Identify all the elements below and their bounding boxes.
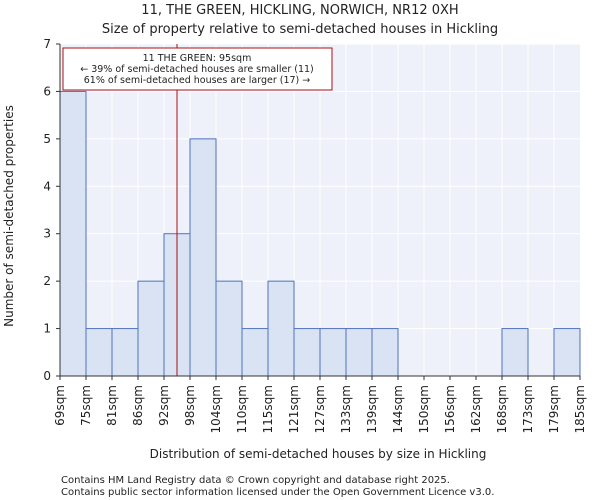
bar — [215, 280, 243, 377]
x-axis-label: Distribution of semi-detached houses by … — [150, 447, 487, 461]
x-tick-label: 75sqm — [79, 385, 93, 426]
bar — [345, 328, 373, 377]
y-ticks: 0 1 2 3 4 5 6 7 — [43, 37, 60, 383]
x-tick-label: 139sqm — [365, 385, 379, 433]
x-tick-label: 104sqm — [209, 385, 223, 433]
x-tick-label: 144sqm — [391, 385, 405, 433]
bar — [371, 328, 399, 377]
x-tick-label: 156sqm — [443, 385, 457, 433]
y-tick-label: 4 — [43, 179, 51, 193]
y-tick-label: 5 — [43, 132, 51, 146]
footer-line-1: Contains HM Land Registry data © Crown c… — [61, 475, 450, 486]
bar — [553, 328, 581, 377]
x-tick-label: 150sqm — [417, 385, 431, 433]
x-ticks: 69sqm 75sqm 81sqm 86sqm 92sqm 98sqm 104sqm 110s… — [53, 376, 587, 433]
x-tick-label: 110sqm — [235, 385, 249, 433]
x-tick-label: 127sqm — [313, 385, 327, 433]
x-tick-label: 179sqm — [547, 385, 561, 433]
x-tick-label: 173sqm — [521, 385, 535, 433]
bar — [85, 328, 113, 377]
bar — [241, 328, 269, 377]
y-tick-label: 3 — [43, 227, 51, 241]
x-tick-label: 81sqm — [105, 385, 119, 426]
x-tick-label: 168sqm — [495, 385, 509, 433]
bars — [59, 90, 581, 377]
x-tick-label: 86sqm — [131, 385, 145, 426]
bar — [189, 138, 217, 377]
y-axis-label: Number of semi-detached properties — [2, 105, 16, 327]
y-tick-label: 2 — [43, 274, 51, 288]
annotation-line-2: ← 39% of semi-detached houses are smalle… — [80, 64, 314, 75]
y-tick-label: 7 — [43, 37, 51, 51]
x-tick-label: 115sqm — [261, 385, 275, 433]
annotation-line-1: 11 THE GREEN: 95sqm — [143, 53, 252, 64]
bar — [319, 328, 347, 377]
chart-subtitle: Size of property relative to semi-detach… — [102, 22, 498, 37]
bar — [293, 328, 321, 377]
x-tick-label: 162sqm — [469, 385, 483, 433]
footer-line-2: Contains public sector information licen… — [61, 487, 494, 498]
annotation-line-3: 61% of semi-detached houses are larger (… — [84, 75, 311, 86]
y-tick-label: 0 — [43, 369, 51, 383]
x-tick-label: 185sqm — [573, 385, 587, 433]
x-tick-label: 133sqm — [339, 385, 353, 433]
x-tick-label: 98sqm — [183, 385, 197, 426]
bar — [111, 328, 139, 377]
x-tick-label: 92sqm — [157, 385, 171, 426]
x-tick-label: 121sqm — [287, 385, 301, 433]
y-tick-label: 1 — [43, 322, 51, 336]
bar — [137, 280, 165, 377]
bar — [59, 90, 87, 377]
bar — [501, 328, 529, 377]
chart-title: 11, THE GREEN, HICKLING, NORWICH, NR12 0… — [141, 3, 458, 18]
bar — [267, 280, 295, 377]
y-tick-label: 6 — [43, 84, 51, 98]
annotation-box: 11 THE GREEN: 95sqm ← 39% of semi-detach… — [62, 47, 333, 91]
x-tick-label: 69sqm — [53, 385, 67, 426]
